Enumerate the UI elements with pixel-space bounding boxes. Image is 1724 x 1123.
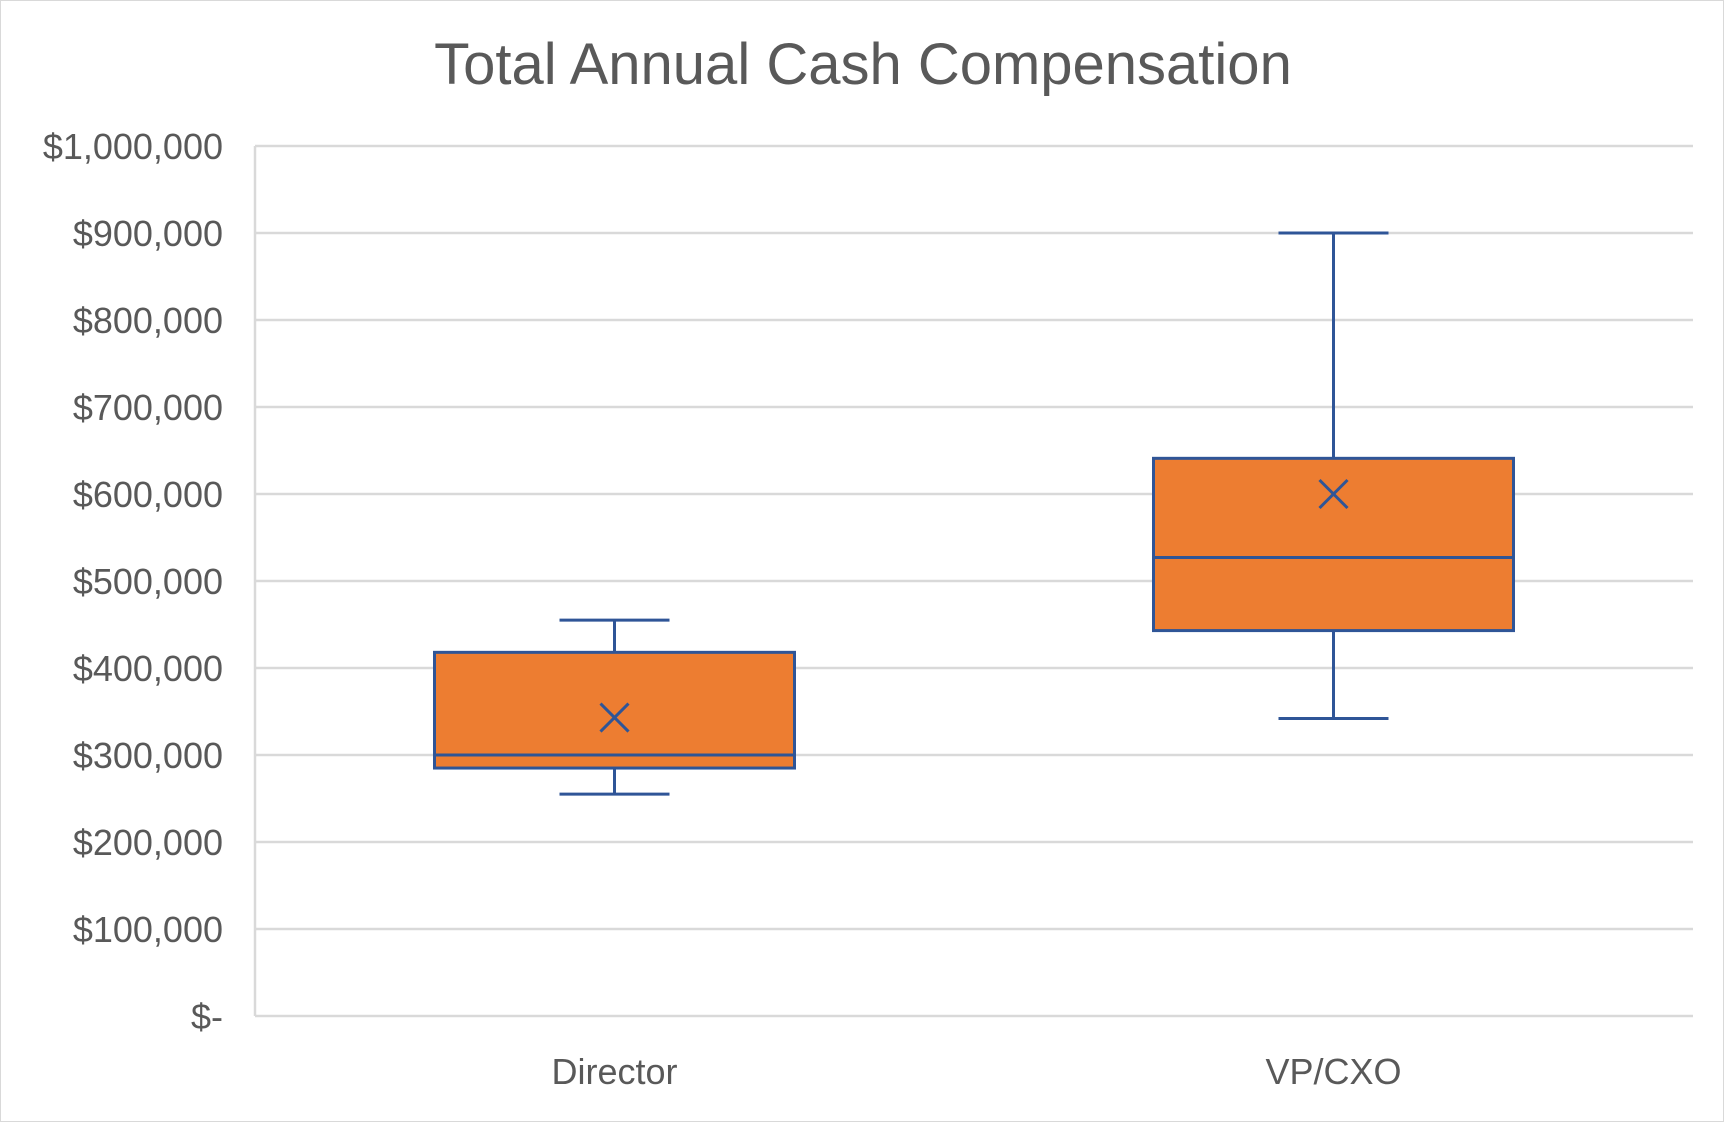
y-tick-label: $400,000 xyxy=(73,648,223,689)
y-tick-label: $600,000 xyxy=(73,474,223,515)
y-tick-label: $1,000,000 xyxy=(43,126,223,167)
y-tick-label: $300,000 xyxy=(73,735,223,776)
x-category-label: Director xyxy=(551,1051,677,1092)
y-tick-label: $500,000 xyxy=(73,561,223,602)
box-iqr xyxy=(1152,456,1515,633)
y-tick-label: $700,000 xyxy=(73,387,223,428)
y-tick-label: $200,000 xyxy=(73,822,223,863)
mean-marker xyxy=(599,702,630,733)
y-tick-label: $900,000 xyxy=(73,213,223,254)
mean-marker xyxy=(1318,478,1349,510)
chart-title: Total Annual Cash Compensation xyxy=(434,32,1292,97)
x-category-label: VP/CXO xyxy=(1265,1051,1401,1092)
y-tick-label: $800,000 xyxy=(73,300,223,341)
y-tick-label: $100,000 xyxy=(73,909,223,950)
box-iqr xyxy=(433,650,796,770)
y-tick-label: $- xyxy=(191,996,223,1037)
